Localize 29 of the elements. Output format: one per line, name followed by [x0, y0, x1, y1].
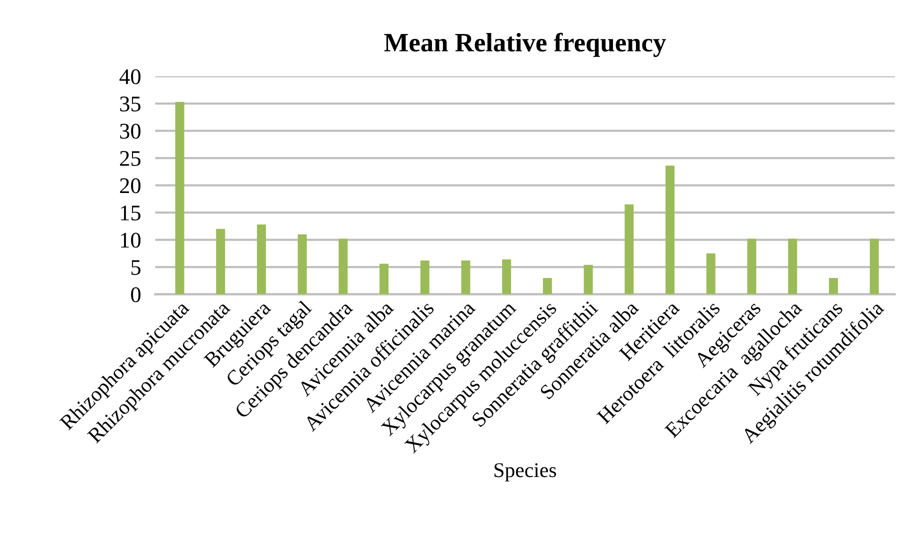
bar: [216, 228, 226, 294]
bar: [298, 234, 307, 294]
y-tick-label: 5: [132, 260, 140, 275]
bar: [175, 102, 184, 294]
bar: [380, 264, 389, 294]
bar: [338, 238, 348, 294]
y-tick-label: 40: [120, 69, 140, 84]
bar: [747, 238, 756, 294]
y-tick-label: 20: [120, 178, 140, 194]
bar: [256, 224, 266, 294]
y-tick-label: 35: [120, 96, 140, 112]
y-tick-label: 0: [131, 287, 140, 302]
bar: [666, 166, 675, 294]
y-tick-label: 15: [121, 206, 140, 220]
bar: [420, 260, 430, 294]
bar: [542, 278, 552, 294]
bar: [624, 204, 634, 294]
y-tick-label: 10: [121, 232, 140, 248]
bar: [828, 278, 838, 294]
bar: [788, 238, 798, 294]
chart-title: Mean Relative frequency: [384, 32, 666, 57]
y-tick-label: 25: [120, 151, 140, 166]
bar: [502, 259, 512, 294]
bar: [870, 238, 879, 294]
bar: [461, 260, 470, 294]
bar: [706, 253, 716, 294]
x-axis-title: Species: [494, 463, 556, 482]
y-tick-label: 30: [120, 124, 140, 139]
bar: [584, 264, 593, 294]
